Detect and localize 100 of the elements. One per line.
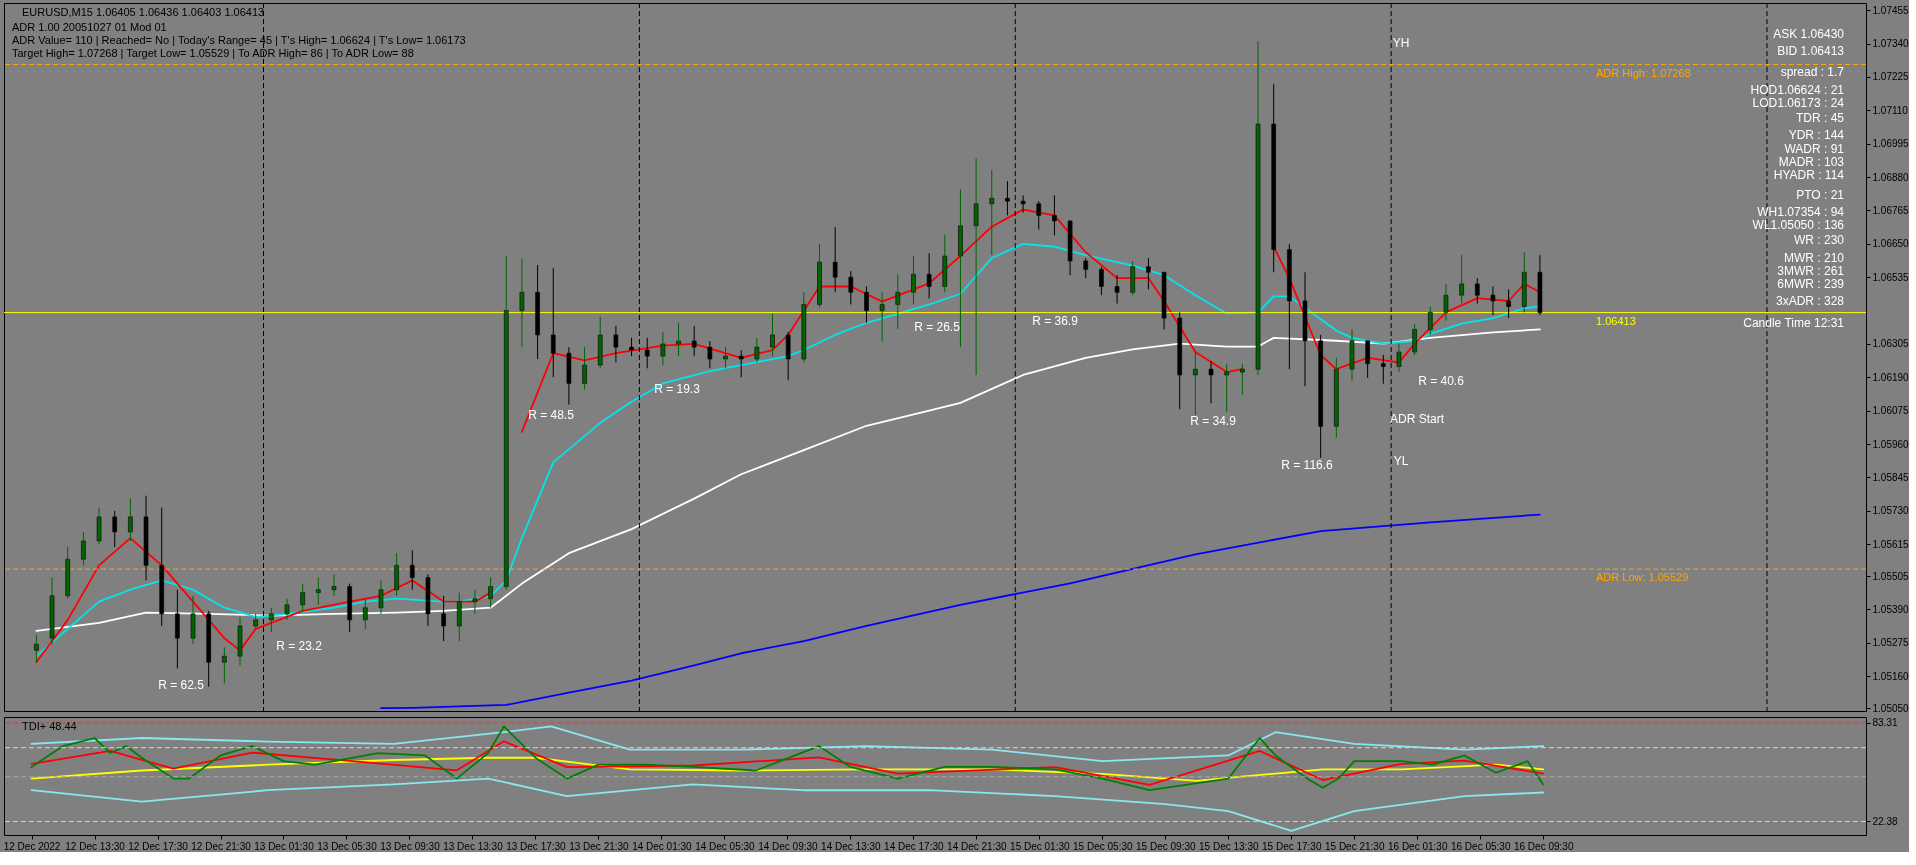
candlestick: [34, 634, 39, 663]
x-tick-label: 12 Dec 2022: [3, 840, 61, 852]
line-series: [30, 756, 1545, 782]
x-tick-label: 15 Dec 05:30: [1073, 840, 1133, 852]
annotation: WR : 230: [1793, 233, 1845, 247]
candlestick: [237, 616, 243, 666]
annotation: WADR : 91: [1784, 142, 1845, 156]
x-tick-label: 16 Dec 05:30: [1450, 840, 1511, 852]
y-tick-label: 1.05505: [1872, 570, 1910, 582]
candlestick: [1052, 194, 1057, 236]
ref-line-label: ADR Low: 1.05529: [1596, 571, 1689, 584]
candlestick: [879, 291, 885, 342]
y-tick-label: 1.06995: [1872, 138, 1910, 150]
y-tick-label: 1.06765: [1872, 204, 1910, 216]
annotation: YL: [1393, 454, 1409, 468]
candlestick: [1381, 354, 1386, 385]
candlestick: [81, 531, 86, 566]
annotation: WL1.05050 : 136: [1752, 218, 1845, 232]
y-tick-label: 1.06880: [1872, 171, 1910, 183]
candlestick: [1224, 363, 1229, 413]
y-tick-label: 1.06535: [1872, 271, 1910, 283]
line-series: [30, 740, 1545, 786]
y-tick-label: 1.07110: [1872, 104, 1909, 116]
annotation: ADR Start: [1389, 412, 1445, 426]
x-tick-label: 13 Dec 05:30: [317, 840, 378, 852]
annotation: R = 40.6: [1418, 374, 1465, 388]
annotation: Target High= 1.07268 | Target Low= 1.05529 | To ADR High= 86 | To ADR Low= 88: [12, 47, 414, 59]
candlestick: [300, 583, 305, 612]
candlestick: [128, 498, 133, 542]
annotation: R = 116.6: [1281, 458, 1334, 472]
candlestick: [331, 573, 337, 597]
candlestick: [175, 589, 180, 669]
annotation: MADR : 103: [1778, 155, 1845, 169]
candlestick: [644, 337, 650, 369]
candlestick: [550, 267, 556, 378]
x-tick-label: 15 Dec 09:30: [1136, 840, 1196, 852]
candlestick: [1067, 220, 1073, 276]
candlestick: [472, 589, 478, 615]
annotation: YDR : 144: [1788, 128, 1845, 142]
candlestick: [1459, 254, 1464, 305]
x-tick-label: 15 Dec 21:30: [1325, 840, 1385, 852]
y-tick-label: 1.05050: [1872, 702, 1910, 714]
y-tick-label: 1.05615: [1872, 538, 1910, 550]
y-tick-label: 1.05960: [1872, 438, 1910, 450]
annotation: YH: [1392, 36, 1410, 50]
candlestick: [785, 331, 791, 381]
line-series: [30, 777, 1545, 832]
annotation: ASK 1.06430: [1773, 27, 1845, 41]
candlestick: [456, 592, 462, 642]
annotation: WH1.07354 : 94: [1757, 205, 1845, 219]
candlestick: [1506, 288, 1511, 319]
candlestick: [832, 226, 838, 293]
x-tick-label: 14 Dec 21:30: [947, 840, 1008, 852]
y-tick-label: 1.07340: [1872, 38, 1910, 50]
y-tick-label: 1.05160: [1872, 670, 1910, 682]
candlestick: [1365, 340, 1370, 379]
x-tick-label: 13 Dec 01:30: [254, 840, 315, 852]
candlestick: [1114, 274, 1120, 305]
annotation: ADR 1.00 20051027 01 Mod 01: [12, 21, 167, 33]
x-tick-label: 13 Dec 13:30: [443, 840, 504, 852]
candlestick: [488, 577, 493, 609]
annotation: R = 34.9: [1190, 414, 1237, 428]
candlestick: [1005, 180, 1010, 216]
annotation: PTO : 21: [1796, 188, 1845, 202]
y-tick-label: 1.06075: [1872, 405, 1910, 417]
x-tick-label: 13 Dec 21:30: [569, 840, 630, 852]
y-tick-label: 1.06305: [1872, 338, 1910, 350]
candlestick: [676, 322, 681, 357]
candlestick: [691, 325, 697, 357]
candlestick: [1146, 257, 1151, 290]
y-tick-label: 83.31: [1872, 717, 1898, 729]
candlestick: [1349, 328, 1355, 382]
candlestick: [316, 577, 321, 606]
y-tick-label: 1.06650: [1872, 238, 1910, 250]
annotation: HOD1.06624 : 21: [1750, 83, 1845, 97]
y-tick-label: 22.38: [1872, 815, 1898, 827]
annotation: R = 23.2: [276, 639, 323, 653]
candlestick: [1474, 277, 1480, 305]
x-tick-label: 15 Dec 17:30: [1262, 840, 1322, 852]
candlestick: [1083, 257, 1089, 279]
y-tick-label: 1.07455: [1872, 4, 1910, 16]
candlestick: [1490, 285, 1496, 316]
ref-line-label: ADR High: 1.07268: [1596, 66, 1691, 79]
candlestick: [942, 234, 948, 293]
candlestick: [253, 613, 258, 630]
candlestick: [1412, 323, 1417, 356]
candlestick: [96, 507, 102, 545]
y-tick-label: 1.05845: [1872, 471, 1910, 483]
candlestick: [1240, 363, 1245, 396]
candlestick: [1036, 200, 1042, 231]
annotation: Candle Time 12:31: [1743, 316, 1845, 330]
candlestick: [363, 598, 368, 630]
x-tick-label: 12 Dec 21:30: [191, 840, 252, 852]
candlestick: [1396, 343, 1402, 373]
y-tick-label: 1.05390: [1872, 603, 1910, 615]
line-series: [380, 513, 1541, 709]
candlestick: [441, 595, 446, 642]
candlestick: [222, 646, 227, 684]
annotation: 6MWR : 239: [1777, 277, 1845, 291]
candlestick: [582, 346, 587, 390]
